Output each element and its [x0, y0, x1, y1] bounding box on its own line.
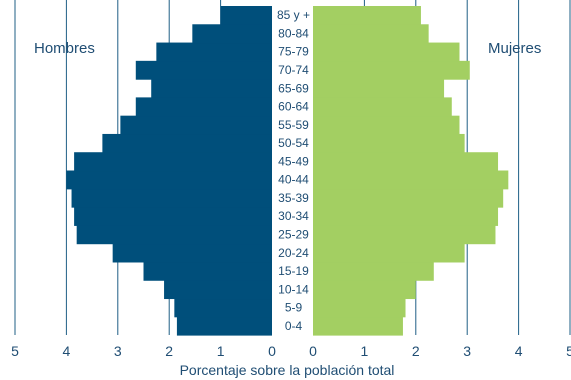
series-mujeres [313, 6, 509, 336]
bar-mujeres-55-59 [313, 115, 460, 135]
bar-hombres-85y+ [220, 6, 272, 25]
age-label: 75-79 [278, 45, 309, 59]
x-tick-left: 0 [268, 343, 276, 359]
age-label: 40-44 [278, 173, 309, 187]
bar-mujeres-80-84 [313, 24, 429, 44]
age-label: 55-59 [278, 118, 309, 132]
bar-hombres-50-54 [102, 133, 272, 153]
age-label: 65-69 [278, 81, 309, 95]
x-tick-left: 2 [165, 343, 173, 359]
age-label: 70-74 [278, 63, 309, 77]
bar-mujeres-20-24 [313, 243, 465, 263]
age-label: 25-29 [278, 227, 309, 241]
bar-mujeres-60-64 [313, 97, 452, 117]
bar-mujeres-50-54 [313, 133, 465, 153]
bar-hombres-60-64 [135, 97, 272, 117]
x-tick-right: 4 [515, 343, 523, 359]
bar-hombres-40-44 [66, 170, 273, 190]
bar-hombres-45-49 [74, 152, 272, 172]
age-label: 0-4 [285, 319, 303, 333]
bar-mujeres-85y+ [313, 6, 421, 25]
age-label: 85 y + [277, 8, 310, 22]
series-label-mujeres: Mujeres [488, 40, 541, 57]
bar-hombres-65-69 [151, 79, 272, 98]
x-tick-left: 4 [63, 343, 71, 359]
age-label: 10-14 [278, 282, 309, 296]
bar-mujeres-15-19 [313, 261, 434, 281]
age-label: 60-64 [278, 100, 309, 114]
age-label: 30-34 [278, 209, 309, 223]
bar-hombres-15-19 [143, 261, 272, 281]
bar-mujeres-5-9 [313, 298, 406, 318]
age-label: 35-39 [278, 191, 309, 205]
bar-mujeres-25-29 [313, 225, 496, 245]
bar-hombres-25-29 [76, 225, 273, 245]
bar-hombres-70-74 [135, 60, 272, 80]
age-label: 15-19 [278, 264, 309, 278]
age-label: 45-49 [278, 154, 309, 168]
bar-hombres-75-79 [156, 42, 272, 62]
x-tick-left: 5 [11, 343, 19, 359]
x-tick-right: 5 [566, 343, 571, 359]
bar-mujeres-40-44 [313, 170, 509, 190]
x-tick-right: 1 [361, 343, 369, 359]
series-hombres [66, 6, 273, 336]
x-tick-left: 3 [114, 343, 122, 359]
bar-hombres-20-24 [112, 243, 272, 263]
bar-mujeres-65-69 [313, 79, 445, 98]
x-tick-right: 3 [463, 343, 471, 359]
bar-hombres-10-14 [164, 280, 272, 300]
age-label: 80-84 [278, 26, 309, 40]
bar-mujeres-10-14 [313, 280, 416, 300]
bar-hombres-5-9 [174, 298, 272, 318]
bar-hombres-55-59 [120, 115, 273, 135]
bar-hombres-0-4 [176, 316, 272, 336]
bar-mujeres-35-39 [313, 188, 504, 208]
age-label: 5-9 [285, 301, 303, 315]
bar-mujeres-70-74 [313, 60, 470, 80]
age-group-labels: 0-4 5-9 10-14 15-19 20-24 25-29 30-34 35-39 40-4… [277, 8, 310, 333]
x-tick-right: 0 [309, 343, 317, 359]
bar-mujeres-0-4 [313, 316, 403, 336]
bar-mujeres-30-34 [313, 207, 499, 226]
bar-hombres-30-34 [74, 207, 272, 226]
age-label: 20-24 [278, 246, 309, 260]
bar-hombres-80-84 [192, 24, 272, 44]
series-label-hombres: Hombres [34, 40, 95, 57]
x-tick-labels: 5 4 3 2 1 0 0 1 2 3 4 5 [11, 343, 571, 359]
age-label: 50-54 [278, 136, 309, 150]
x-tick-left: 1 [217, 343, 225, 359]
bar-hombres-35-39 [71, 188, 272, 208]
bar-mujeres-45-49 [313, 152, 499, 172]
x-axis-label: Porcentaje sobre la población total [180, 362, 395, 378]
x-tick-right: 2 [412, 343, 420, 359]
bar-mujeres-75-79 [313, 42, 460, 62]
